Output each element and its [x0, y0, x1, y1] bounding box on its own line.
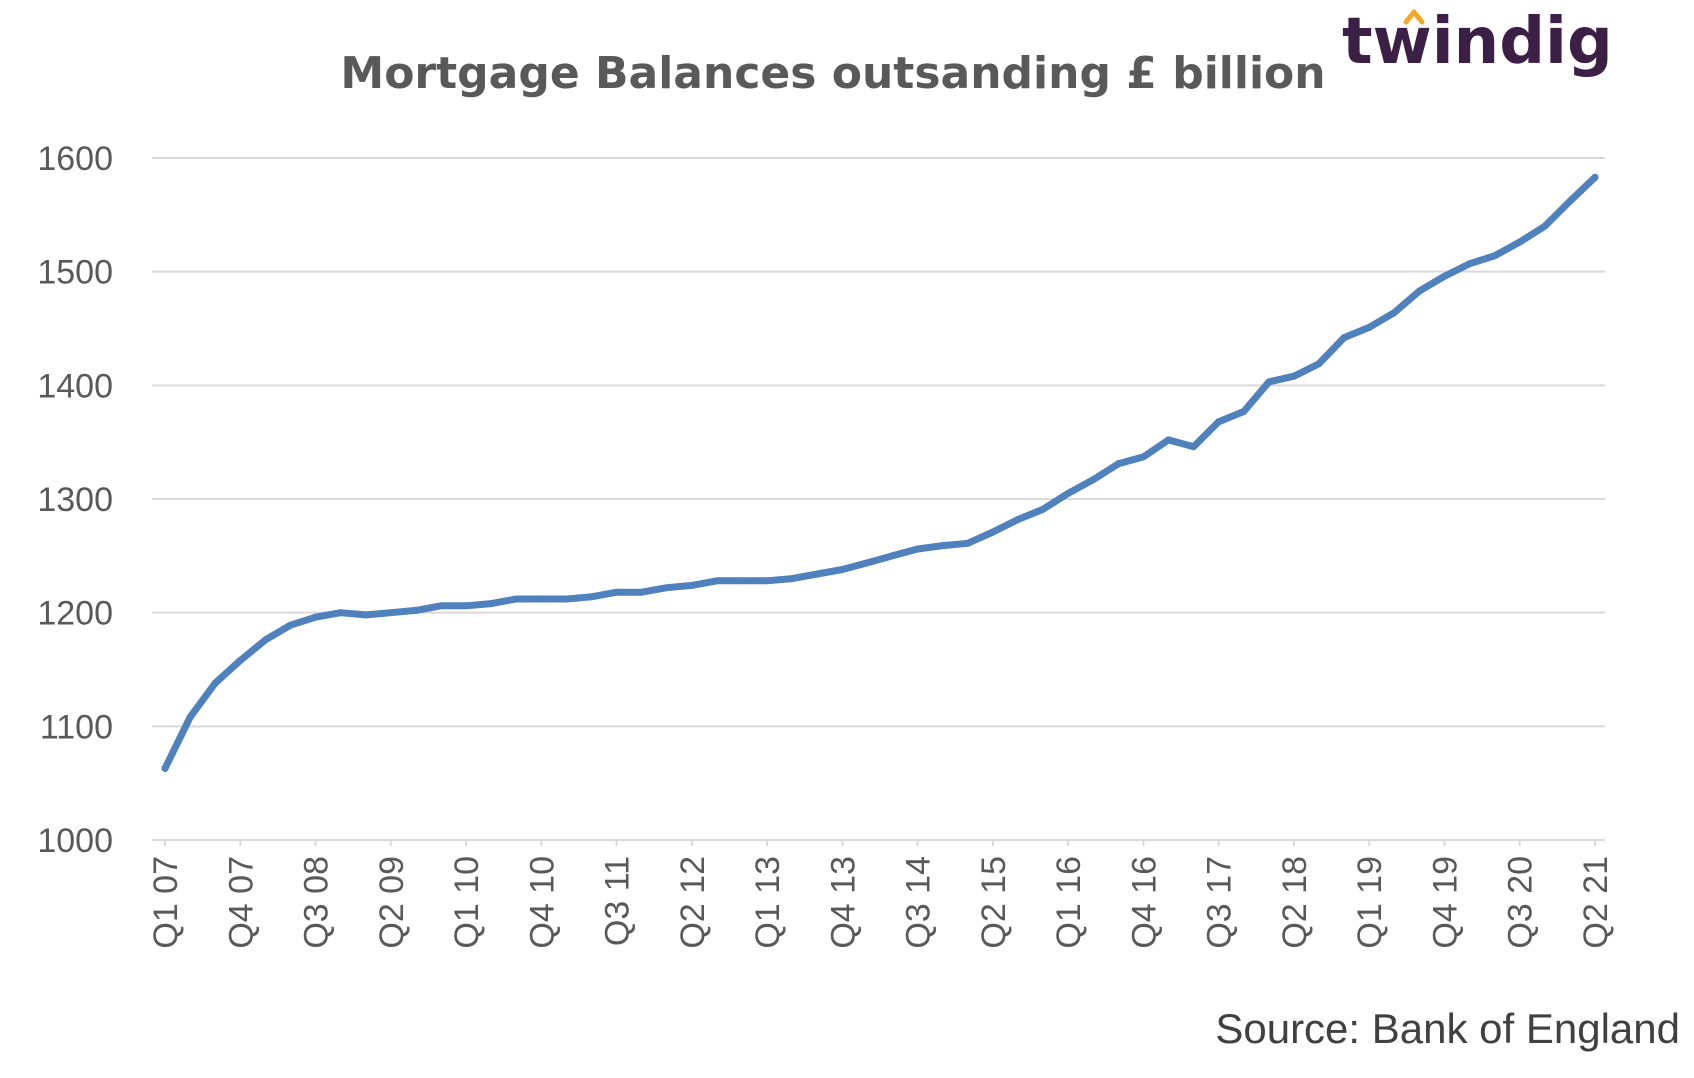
x-tick-label: Q1 07: [147, 856, 185, 949]
x-tick-label: Q3 20: [1502, 856, 1540, 949]
twindig-logo: twindig: [1342, 5, 1613, 79]
data-point: [437, 602, 445, 610]
data-point: [889, 552, 896, 560]
data-point: [1441, 272, 1448, 280]
data-point: [1390, 309, 1398, 317]
logo-text: twindig: [1342, 5, 1613, 79]
data-point: [638, 588, 646, 596]
x-tick-label: Q3 08: [298, 856, 336, 949]
data-point: [462, 602, 470, 610]
y-tick-label: 1400: [37, 367, 113, 405]
x-tick-label: Q4 10: [523, 856, 561, 949]
data-point: [1014, 516, 1022, 523]
data-point: [1516, 238, 1524, 246]
data-point: [186, 713, 194, 721]
data-point: [914, 545, 922, 553]
data-point: [1165, 436, 1172, 444]
data-point: [1340, 334, 1348, 342]
data-point: [1114, 460, 1122, 468]
x-tick-label: Q2 18: [1276, 856, 1314, 949]
chart-title: Mortgage Balances outsanding £ billion: [340, 48, 1325, 99]
data-point: [964, 539, 972, 547]
data-point: [236, 656, 244, 664]
data-point: [1064, 489, 1072, 497]
y-tick-label: 1200: [37, 595, 113, 633]
x-tick-label: Q2 09: [373, 856, 411, 949]
data-point: [788, 575, 796, 583]
data-point: [989, 528, 997, 536]
data-point: [613, 588, 621, 596]
data-point: [738, 577, 746, 585]
data-point: [1415, 287, 1423, 295]
x-tick-label: Q3 14: [900, 856, 938, 949]
x-tick-label: Q4 16: [1125, 856, 1163, 949]
data-point: [1240, 408, 1248, 415]
data-point: [562, 595, 570, 603]
data-point: [211, 679, 219, 687]
data-point: [588, 593, 595, 601]
data-point: [312, 613, 319, 621]
data-point: [939, 542, 947, 550]
data-point: [1089, 476, 1097, 484]
data-point: [487, 600, 495, 608]
data-point: [838, 566, 846, 573]
data-point: [412, 606, 420, 614]
logo-accent-icon: [1403, 9, 1425, 25]
data-point: [362, 611, 370, 619]
series-line: [161, 173, 1599, 772]
data-point: [161, 764, 169, 772]
x-tick-label: Q2 15: [975, 856, 1013, 949]
data-point: [261, 636, 269, 644]
data-point: [1039, 505, 1047, 513]
data-point: [1190, 443, 1198, 451]
data-point: [1591, 173, 1599, 181]
y-tick-label: 1000: [37, 822, 113, 860]
data-point: [763, 577, 771, 585]
x-tick-label: Q2 21: [1577, 856, 1615, 949]
data-point: [537, 595, 545, 603]
data-point: [1491, 252, 1499, 260]
y-axis: 1000 1100 1200 1300 1400 1500 1600: [37, 140, 113, 860]
data-point: [1315, 360, 1323, 368]
x-tick-label: Q3 11: [599, 856, 637, 946]
data-point: [1541, 222, 1549, 230]
data-point: [387, 609, 395, 617]
x-tick-label: Q4 13: [824, 856, 862, 949]
data-point: [1215, 418, 1223, 426]
series-layer: [161, 173, 1599, 772]
x-tick-label: Q1 16: [1050, 856, 1088, 949]
data-point: [1139, 453, 1147, 461]
data-point: [512, 595, 520, 603]
x-tick-label: Q1 19: [1351, 856, 1389, 949]
x-tick-label: Q2 12: [674, 856, 712, 949]
data-point: [337, 609, 345, 617]
x-tick-label: Q4 19: [1426, 856, 1464, 949]
data-point: [813, 570, 821, 578]
x-axis: Q1 07 Q4 07 Q3 08 Q2 09 Q1 10 Q4 10 Q3 11 Q2 12…: [147, 840, 1615, 949]
data-point: [1290, 372, 1298, 380]
data-point: [688, 581, 696, 589]
gridlines: [152, 157, 1605, 841]
y-tick-label: 1300: [37, 481, 113, 519]
data-point: [1365, 323, 1373, 331]
y-tick-label: 1600: [37, 140, 113, 178]
x-tick-label: Q1 13: [749, 856, 787, 949]
data-point: [286, 621, 294, 629]
y-tick-label: 1500: [37, 254, 113, 292]
x-tick-label: Q4 07: [222, 856, 260, 949]
data-point: [1466, 260, 1474, 268]
x-tick-label: Q1 10: [448, 856, 486, 949]
source-note: Source: Bank of England: [1215, 1005, 1680, 1052]
data-point: [663, 584, 671, 592]
x-tick-label: Q3 17: [1201, 856, 1239, 949]
data-point: [1566, 197, 1574, 205]
data-point: [864, 559, 871, 567]
data-point: [713, 577, 721, 585]
data-point: [1265, 378, 1273, 386]
y-tick-label: 1100: [40, 708, 113, 746]
